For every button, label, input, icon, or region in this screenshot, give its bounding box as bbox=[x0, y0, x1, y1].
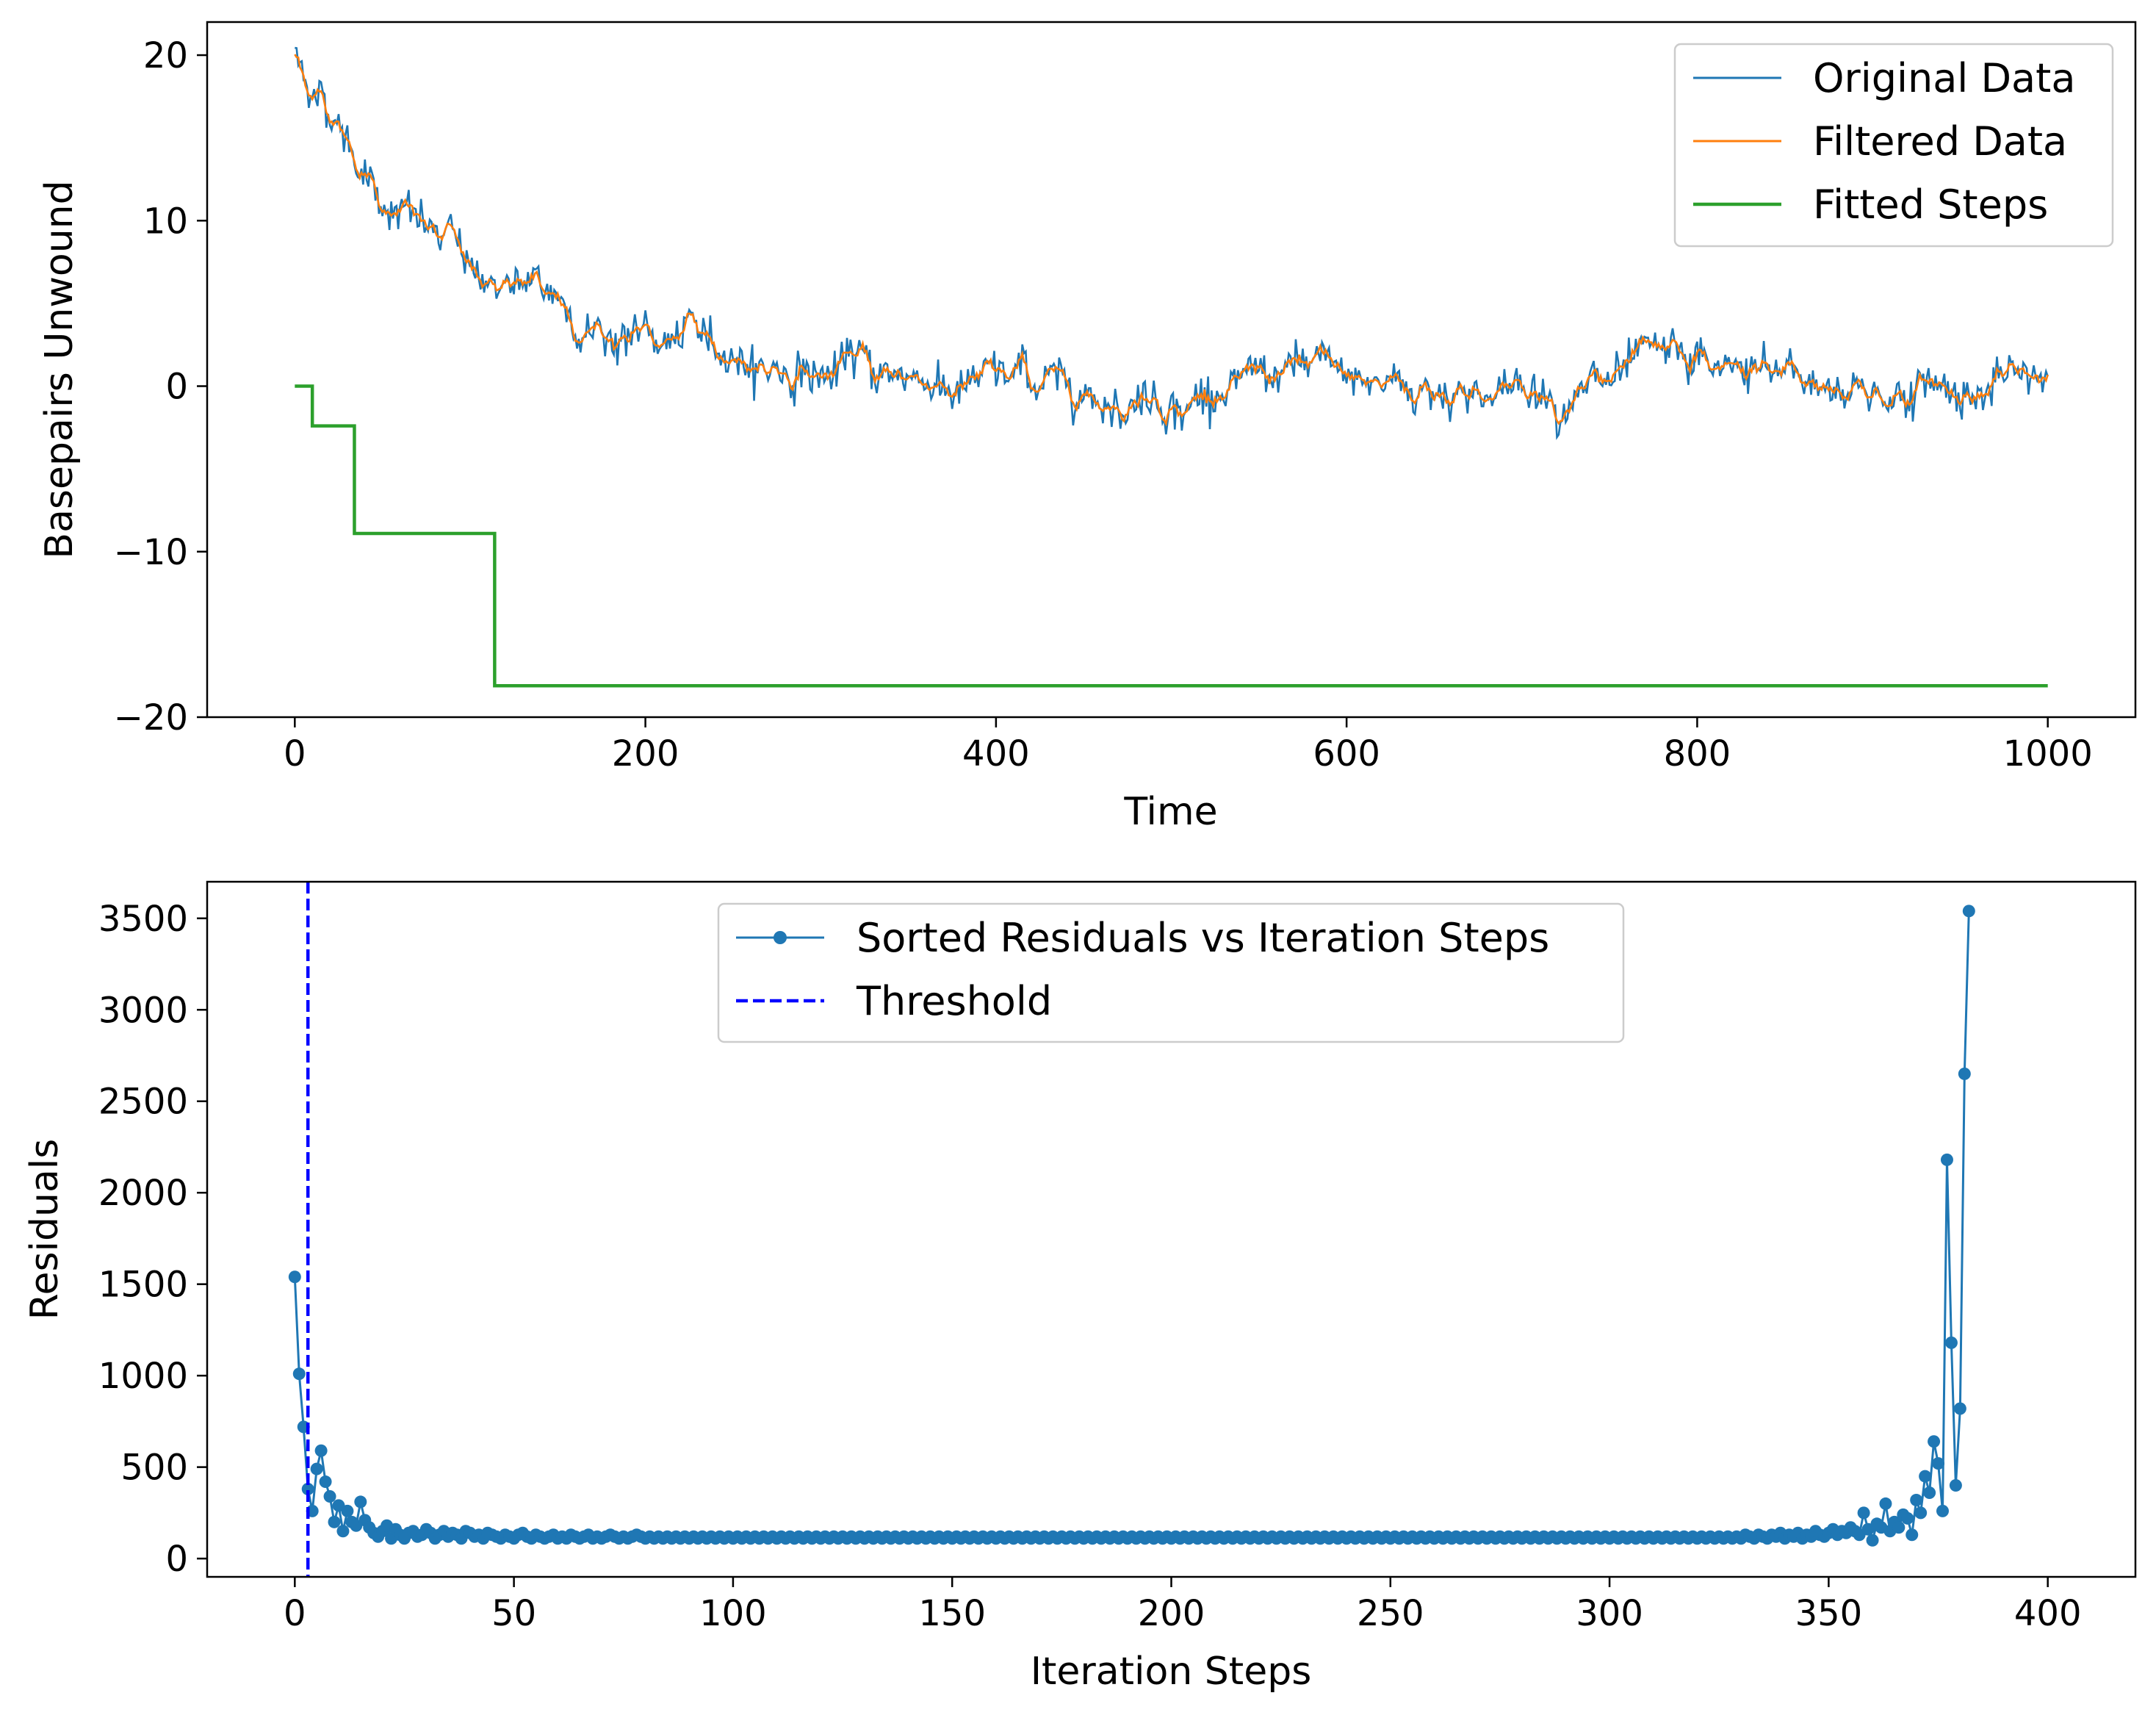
residual-point bbox=[1901, 1511, 1914, 1525]
chart-1: 0 200 400 600 800 1000 −20 −10 0 10 20 Time Basep… bbox=[37, 21, 2137, 834]
residual-point bbox=[292, 1367, 306, 1381]
residual-point bbox=[301, 1483, 314, 1496]
chart-1-plot-area bbox=[294, 46, 2049, 688]
chart-1-x-tick-label: 200 bbox=[612, 733, 679, 774]
residual-point bbox=[1919, 1470, 1932, 1483]
residual-point bbox=[323, 1489, 336, 1503]
chart-1-y-ticks: −20 −10 0 10 20 bbox=[114, 35, 207, 738]
chart-1-y-tick-label: 20 bbox=[143, 35, 188, 76]
legend-label-original-data: Original Data bbox=[1813, 55, 2075, 101]
chart-2-x-tick-label: 50 bbox=[491, 1593, 536, 1634]
legend-label-filtered-data: Filtered Data bbox=[1813, 118, 2067, 165]
chart-2-y-axis-label: Residuals bbox=[23, 1139, 67, 1320]
chart-2-y-tick-label: 0 bbox=[165, 1539, 188, 1580]
chart-2-x-tick-label: 100 bbox=[699, 1593, 767, 1634]
chart-2-x-ticks: 0 50 100 150 200 250 300 350 400 bbox=[284, 1577, 2081, 1634]
chart-2-y-ticks: 0 500 1000 1500 2000 2500 3000 3500 bbox=[98, 899, 207, 1580]
chart-2-y-tick-label: 3500 bbox=[98, 899, 188, 940]
chart-2-x-tick-label: 350 bbox=[1795, 1593, 1863, 1634]
chart-1-x-ticks: 0 200 400 600 800 1000 bbox=[284, 717, 2093, 774]
residual-point bbox=[1906, 1528, 1919, 1542]
residual-point bbox=[310, 1462, 323, 1475]
chart-2-x-tick-label: 300 bbox=[1576, 1593, 1643, 1634]
residual-point bbox=[1928, 1435, 1941, 1448]
chart-1-x-tick-label: 400 bbox=[962, 733, 1030, 774]
residual-point bbox=[1936, 1504, 1949, 1517]
legend-marker-sorted-residuals bbox=[774, 931, 787, 944]
legend-label-sorted-residuals: Sorted Residuals vs Iteration Steps bbox=[857, 915, 1549, 961]
chart-1-y-tick-label: 0 bbox=[165, 367, 188, 408]
chart-2-legend-box bbox=[717, 902, 1625, 1043]
residual-point bbox=[1923, 1486, 1936, 1499]
series-line-filtered-data bbox=[294, 54, 2049, 427]
residual-point bbox=[1866, 1534, 1879, 1547]
chart-2-y-tick-label: 1000 bbox=[98, 1356, 188, 1397]
series-line-fitted-steps bbox=[295, 384, 2048, 688]
chart-2-x-tick-label: 200 bbox=[1138, 1593, 1205, 1634]
chart-2-x-axis-label: Iteration Steps bbox=[1031, 1650, 1312, 1694]
chart-1-legend: Original Data Filtered Data Fitted Steps bbox=[1673, 43, 2114, 248]
residual-point bbox=[1940, 1153, 1953, 1166]
chart-1-y-tick-label: −10 bbox=[114, 532, 188, 573]
chart-2-y-tick-label: 2500 bbox=[98, 1082, 188, 1123]
residual-point bbox=[1958, 1067, 1971, 1080]
chart-2-x-tick-label: 0 bbox=[284, 1593, 306, 1634]
residual-point bbox=[1962, 905, 1975, 918]
chart-1-x-tick-label: 600 bbox=[1313, 733, 1380, 774]
residual-point bbox=[319, 1475, 332, 1489]
chart-1-axes-frame bbox=[206, 21, 2137, 719]
chart-2-y-tick-label: 2000 bbox=[98, 1173, 188, 1214]
residual-point bbox=[336, 1525, 350, 1538]
residual-point bbox=[341, 1504, 354, 1517]
chart-1-x-axis-label: Time bbox=[1123, 790, 1217, 834]
residual-point bbox=[1914, 1506, 1928, 1520]
chart-2-x-tick-label: 250 bbox=[1357, 1593, 1424, 1634]
residual-point bbox=[1932, 1457, 1945, 1470]
chart-1-y-tick-label: 10 bbox=[143, 201, 188, 242]
legend-label-fitted-steps: Fitted Steps bbox=[1813, 181, 2048, 228]
chart-1-y-axis-label: Basepairs Unwound bbox=[37, 180, 82, 558]
residual-point bbox=[1944, 1336, 1958, 1349]
chart-2-y-tick-label: 500 bbox=[120, 1448, 188, 1489]
residual-point bbox=[1953, 1402, 1966, 1415]
residual-point bbox=[354, 1495, 367, 1509]
chart-2-y-tick-label: 3000 bbox=[98, 990, 188, 1031]
residual-point bbox=[1949, 1479, 1962, 1492]
residual-point bbox=[1892, 1521, 1906, 1534]
chart-2-x-tick-label: 400 bbox=[2014, 1593, 2082, 1634]
residual-point bbox=[1879, 1497, 1892, 1510]
legend-label-threshold: Threshold bbox=[856, 978, 1052, 1024]
residual-point bbox=[1910, 1493, 1923, 1506]
chart-1-x-tick-label: 0 bbox=[284, 733, 306, 774]
chart-1-x-tick-label: 800 bbox=[1664, 733, 1731, 774]
chart-2-y-tick-label: 1500 bbox=[98, 1265, 188, 1306]
residual-point bbox=[314, 1444, 328, 1457]
chart-2-plot-area bbox=[288, 882, 1975, 1577]
chart-1-x-tick-label: 1000 bbox=[2003, 733, 2093, 774]
chart-1-y-tick-label: −20 bbox=[114, 697, 188, 738]
residual-point bbox=[1857, 1506, 1870, 1520]
chart-2-legend: Sorted Residuals vs Iteration Steps Thre… bbox=[717, 902, 1625, 1043]
chart-2-x-tick-label: 150 bbox=[918, 1593, 986, 1634]
chart-2: 0 50 100 150 200 250 300 350 400 0 500 1000 1500 200… bbox=[23, 880, 2137, 1694]
chart-1-legend-box bbox=[1673, 43, 2114, 248]
residual-point bbox=[328, 1515, 341, 1528]
residual-point bbox=[288, 1270, 301, 1284]
